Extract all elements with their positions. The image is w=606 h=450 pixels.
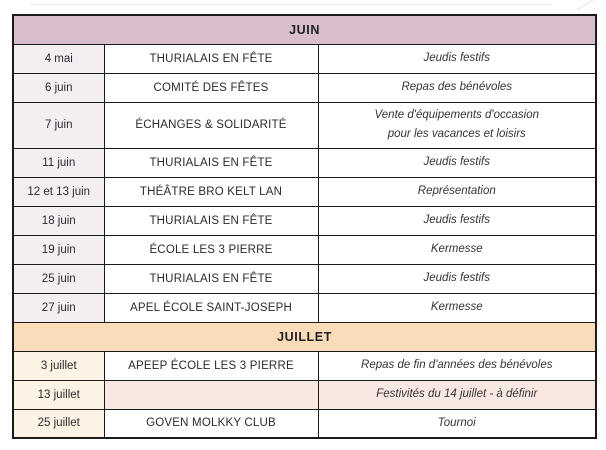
date-cell: 25 juillet [12,408,105,439]
date-cell: 3 juillet [12,350,105,381]
table-row: 25 juin THURIALAIS EN FÊTE Jeudis festifs [12,263,597,294]
table-row: 19 juin ÉCOLE LES 3 PIERRE Kermesse [12,234,597,265]
date-cell: 11 juin [12,147,105,178]
table-row: 18 juin THURIALAIS EN FÊTE Jeudis festifs [12,205,597,236]
event-description-cell: Jeudis festifs [317,43,597,74]
section-header-juin: JUIN [12,14,597,45]
date-cell: 13 juillet [12,379,105,410]
event-description-line: Tournoi [437,416,476,429]
event-description-cell: Festivités du 14 juillet - à définir [317,379,597,410]
date-cell: 19 juin [12,234,105,265]
event-description-cell: Kermesse [317,292,597,323]
table-row: 11 juin THURIALAIS EN FÊTE Jeudis festifs [12,147,597,178]
organization-cell [103,379,319,410]
organization-cell: ÉCOLE LES 3 PIERRE [103,234,319,265]
event-description-line: Repas de fin d'années des bénévoles [361,359,553,372]
table-row: 3 juillet APEEP ÉCOLE LES 3 PIERRE Repas d… [12,350,597,381]
section-header-row: JUILLET [12,321,597,352]
organization-cell: THURIALAIS EN FÊTE [103,43,319,74]
date-cell: 12 et 13 juin [12,176,105,207]
event-description-line: Jeudis festifs [423,52,490,65]
table-row: 12 et 13 juin THÉÂTRE BRO KELT LAN Représe… [12,176,597,207]
event-description-line: Jeudis festifs [423,214,490,227]
section-header-row: JUIN [12,14,597,45]
event-description-line: Jeudis festifs [423,272,490,285]
event-description-cell: Kermesse [317,234,597,265]
table-row: 7 juin ÉCHANGES & SOLIDARITÉ Vente d'équip… [12,101,597,149]
section-header-juillet: JUILLET [12,321,597,352]
date-cell: 25 juin [12,263,105,294]
organization-cell: APEEP ÉCOLE LES 3 PIERRE [103,350,319,381]
date-cell: 7 juin [12,101,105,149]
event-description-cell: Tournoi [317,408,597,439]
date-cell: 27 juin [12,292,105,323]
scan-artifact-diagonal [577,0,601,10]
table-row: 13 juillet Festivités du 14 juillet - à d… [12,379,597,410]
organization-cell: THÉÂTRE BRO KELT LAN [103,176,319,207]
event-description-line: Festivités du 14 juillet - à définir [376,388,538,401]
organization-cell: APEL ÉCOLE SAINT-JOSEPH [103,292,319,323]
date-cell: 4 mai [12,43,105,74]
event-description-line: Représentation [417,185,496,198]
organization-cell: ÉCHANGES & SOLIDARITÉ [103,101,319,149]
date-cell: 18 juin [12,205,105,236]
organization-cell: THURIALAIS EN FÊTE [103,205,319,236]
organization-cell: GOVEN MOLKKY CLUB [103,408,319,439]
event-description-line: Repas des bénévoles [401,81,513,94]
table-row: 4 mai THURIALAIS EN FÊTE Jeudis festifs [12,43,597,74]
event-description-line: Jeudis festifs [423,156,490,169]
event-description-cell: Jeudis festifs [317,205,597,236]
table-row: 25 juillet GOVEN MOLKKY CLUB Tournoi [12,408,597,439]
scan-artifact-line [30,4,550,5]
organization-cell: COMITÉ DES FÊTES [103,72,319,103]
event-description-cell: Jeudis festifs [317,263,597,294]
event-description-cell: Repas de fin d'années des bénévoles [317,350,597,381]
event-description-cell: Jeudis festifs [317,147,597,178]
organization-cell: THURIALAIS EN FÊTE [103,263,319,294]
event-description-cell: Repas des bénévoles [317,72,597,103]
table-row: 6 juin COMITÉ DES FÊTES Repas des bénévole… [12,72,597,103]
event-description-cell: Représentation [317,176,597,207]
date-cell: 6 juin [12,72,105,103]
organization-cell: THURIALAIS EN FÊTE [103,147,319,178]
event-description-line: Kermesse [430,301,483,314]
table-row: 27 juin APEL ÉCOLE SAINT-JOSEPH Kermesse [12,292,597,323]
events-calendar-table: JUIN 4 mai THURIALAIS EN FÊTE Jeudis festif… [12,14,598,439]
event-description-line: pour les vacances et loisirs [387,128,526,140]
event-description-line: Vente d'équipements d'occasion [374,109,539,122]
event-description-line: Kermesse [430,243,483,256]
event-description-cell: Vente d'équipements d'occasion pour les v… [317,101,597,149]
